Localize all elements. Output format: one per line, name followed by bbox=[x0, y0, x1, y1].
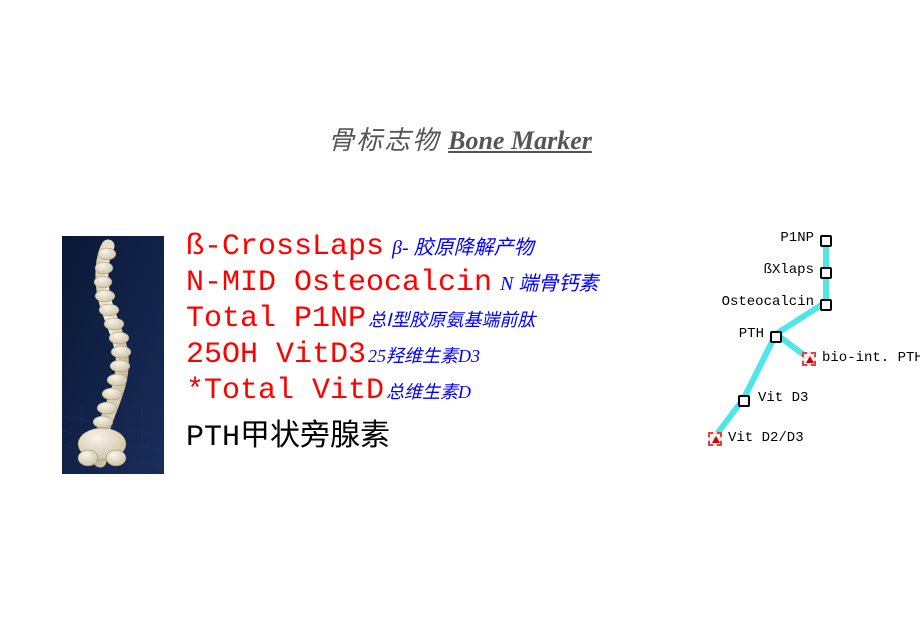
list-item: ß-CrossLaps β- 胶原降解产物 bbox=[186, 230, 616, 264]
node-label: Vit D3 bbox=[758, 390, 808, 406]
node-label: PTH bbox=[739, 326, 764, 342]
item-sub: N 端骨钙素 bbox=[500, 273, 598, 295]
item-main: 25OH VitD3 bbox=[186, 338, 366, 372]
node-box-icon bbox=[820, 235, 832, 247]
marker-icon bbox=[802, 352, 816, 366]
page-title: 骨标志物 Bone Marker bbox=[0, 120, 920, 157]
list-item: N-MID Osteocalcin N 端骨钙素 bbox=[186, 266, 616, 300]
node-box-icon bbox=[770, 331, 782, 343]
item-main: PTH甲状旁腺素 bbox=[186, 421, 390, 455]
node-label: Osteocalcin bbox=[722, 294, 814, 310]
list-item: 25OH VitD325羟维生素D3 bbox=[186, 338, 616, 372]
node-box-icon bbox=[820, 299, 832, 311]
item-main: *Total VitD bbox=[186, 374, 384, 408]
item-sub: 总维生素D bbox=[386, 382, 471, 402]
item-sub: β- 胶原降解产物 bbox=[392, 237, 534, 259]
node-box-icon bbox=[738, 395, 750, 407]
node-label: bio-int. PTH bbox=[822, 350, 920, 366]
item-main: ß-CrossLaps bbox=[186, 230, 384, 264]
node-label: Vit D2/D3 bbox=[728, 430, 804, 446]
diagram-node-pth: PTH bbox=[770, 328, 782, 346]
item-main: Total P1NP bbox=[186, 302, 366, 336]
diagram-lines bbox=[642, 224, 872, 464]
diagram-node-p1np: P1NP bbox=[820, 232, 832, 250]
item-sub: 总Ⅰ型胶原氨基端前肽 bbox=[368, 310, 535, 330]
title-cn: 骨标志物 bbox=[328, 126, 440, 155]
diagram-node-osteo: Osteocalcin bbox=[820, 296, 832, 314]
list-item: Total P1NP总Ⅰ型胶原氨基端前肽 bbox=[186, 302, 616, 336]
item-sub: 25羟维生素D3 bbox=[368, 346, 480, 366]
list-item: PTH甲状旁腺素 bbox=[186, 410, 616, 455]
marker-list: ß-CrossLaps β- 胶原降解产物 N-MID Osteocalcin N 端… bbox=[186, 230, 616, 457]
node-label: ßXlaps bbox=[764, 262, 814, 278]
diagram-node-vitd3: Vit D3 bbox=[738, 392, 750, 410]
pathway-diagram: P1NPßXlapsOsteocalcinPTHbio-int. PTHVit … bbox=[642, 224, 872, 464]
spine-image bbox=[62, 236, 164, 474]
list-item: *Total VitD总维生素D bbox=[186, 374, 616, 408]
marker-icon bbox=[708, 432, 722, 446]
node-label: P1NP bbox=[780, 230, 814, 246]
slide-page: 骨标志物 Bone Marker bbox=[0, 0, 920, 637]
item-main: N-MID Osteocalcin bbox=[186, 266, 492, 300]
diagram-node-bxlaps: ßXlaps bbox=[820, 264, 832, 282]
node-box-icon bbox=[820, 267, 832, 279]
title-en: Bone Marker bbox=[448, 126, 592, 155]
